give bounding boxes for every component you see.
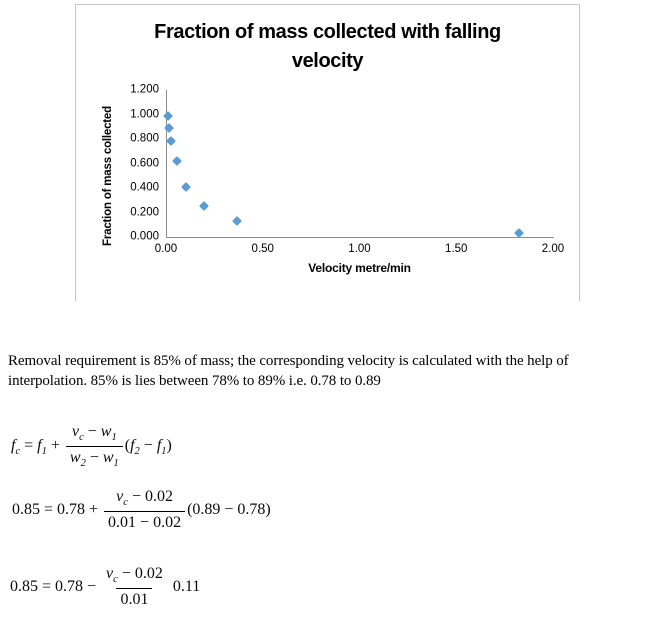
data-point-marker — [514, 228, 525, 239]
data-point-marker — [163, 110, 173, 121]
formula-substituted-interpolation: 0.85 = 0.78 + vc − 0.02 0.01 − 0.02 (0.89 … — [12, 486, 271, 534]
formula-token: − 0.02 — [117, 565, 163, 582]
formula-token: 0.01 — [120, 590, 149, 608]
formula-token: w — [100, 423, 112, 440]
formula-token: = — [20, 436, 38, 454]
x-tick-label: 2.00 — [541, 243, 565, 255]
x-tick-label: 1.00 — [348, 243, 371, 255]
formula-token: w — [102, 448, 114, 466]
x-tick-label: 0.00 — [154, 243, 178, 255]
formula-token: v — [106, 565, 114, 582]
formula-token: v — [71, 423, 80, 440]
chart-title-line-2: velocity — [291, 50, 364, 72]
formula-token: f — [11, 436, 16, 454]
formula-token: ( — [124, 436, 131, 454]
formula-token: 1 — [113, 457, 119, 469]
formula-token: (0.89 − 0.78) — [187, 500, 271, 518]
formula-token: + — [46, 436, 64, 454]
formula-token: − 0.02 — [127, 488, 173, 505]
formula-token: c — [123, 497, 128, 508]
formula-token: c — [15, 445, 21, 457]
fraction: vc − 0.02 0.01 — [102, 563, 167, 611]
data-point-marker — [181, 181, 192, 192]
data-point-marker — [171, 156, 182, 166]
formula-token: 1 — [41, 445, 47, 457]
chart-title-line-1: Fraction of mass collected with falling — [154, 21, 501, 43]
x-axis-title: Velocity metre/min — [308, 261, 411, 275]
formula-token: f — [130, 436, 135, 454]
formula-token: − — [139, 436, 157, 454]
formula-token: − — [83, 423, 101, 440]
y-tick-label: 0.200 — [130, 206, 159, 218]
y-axis-tick-labels: 0.000 0.200 0.400 0.600 0.800 1.000 1.200 — [76, 84, 160, 243]
formula-token: f — [156, 436, 162, 454]
x-tick-label: 1.50 — [445, 243, 468, 255]
data-point-marker — [231, 216, 242, 227]
formula-simplified-interpolation: 0.85 = 0.78 − vc − 0.02 0.01 0.11 — [10, 563, 200, 611]
formula-token: w — [69, 448, 81, 466]
formula-general-interpolation: fc = f1 + vc − w1 w2 − w1 (f2 − f1) — [11, 421, 172, 471]
y-tick-label: 0.800 — [130, 132, 159, 145]
chart-title: Fraction of mass collected with falling … — [76, 18, 579, 76]
formula-token: 0.85 = 0.78 + — [12, 500, 103, 518]
formula-token: 1 — [111, 432, 117, 443]
formula-token: 0.01 − 0.02 — [108, 513, 182, 531]
formula-token: 0.11 — [168, 577, 201, 595]
body-text: Removal requirement is 85% of mass; the … — [8, 351, 644, 391]
y-tick-label: 0.400 — [130, 181, 159, 194]
fraction: vc − 0.02 0.01 − 0.02 — [104, 486, 186, 534]
formula-token: c — [79, 432, 84, 443]
x-tick-label: 0.50 — [251, 243, 274, 255]
chart: Fraction of mass collected with falling … — [75, 4, 580, 301]
y-tick-label: 0.600 — [130, 157, 159, 169]
formula-token: 2 — [80, 457, 86, 469]
body-text-line-1: Removal requirement is 85% of mass; the … — [8, 353, 569, 369]
y-tick-label: 1.200 — [130, 83, 159, 96]
formula-token: c — [113, 574, 118, 585]
formula-token: − — [85, 448, 103, 466]
formula-token: 1 — [161, 445, 167, 457]
formula-token: ) — [166, 436, 172, 454]
formula-token: 2 — [134, 445, 140, 457]
formula-token: 0.85 = 0.78 − — [10, 577, 101, 595]
data-point-marker — [163, 123, 174, 133]
formula-token: v — [116, 488, 124, 505]
plot-area — [163, 90, 554, 239]
y-tick-label: 1.000 — [130, 108, 159, 120]
body-text-line-2: interpolation. 85% is lies between 78% t… — [8, 373, 381, 389]
x-axis-tick-labels: 0.00 0.50 1.00 1.50 2.00 — [155, 243, 564, 257]
data-point-marker — [165, 136, 176, 147]
fraction: vc − w1 w2 − w1 — [65, 421, 123, 471]
y-tick-label: 0.000 — [130, 230, 159, 243]
formula-token: f — [37, 436, 42, 454]
data-point-marker — [198, 201, 209, 212]
